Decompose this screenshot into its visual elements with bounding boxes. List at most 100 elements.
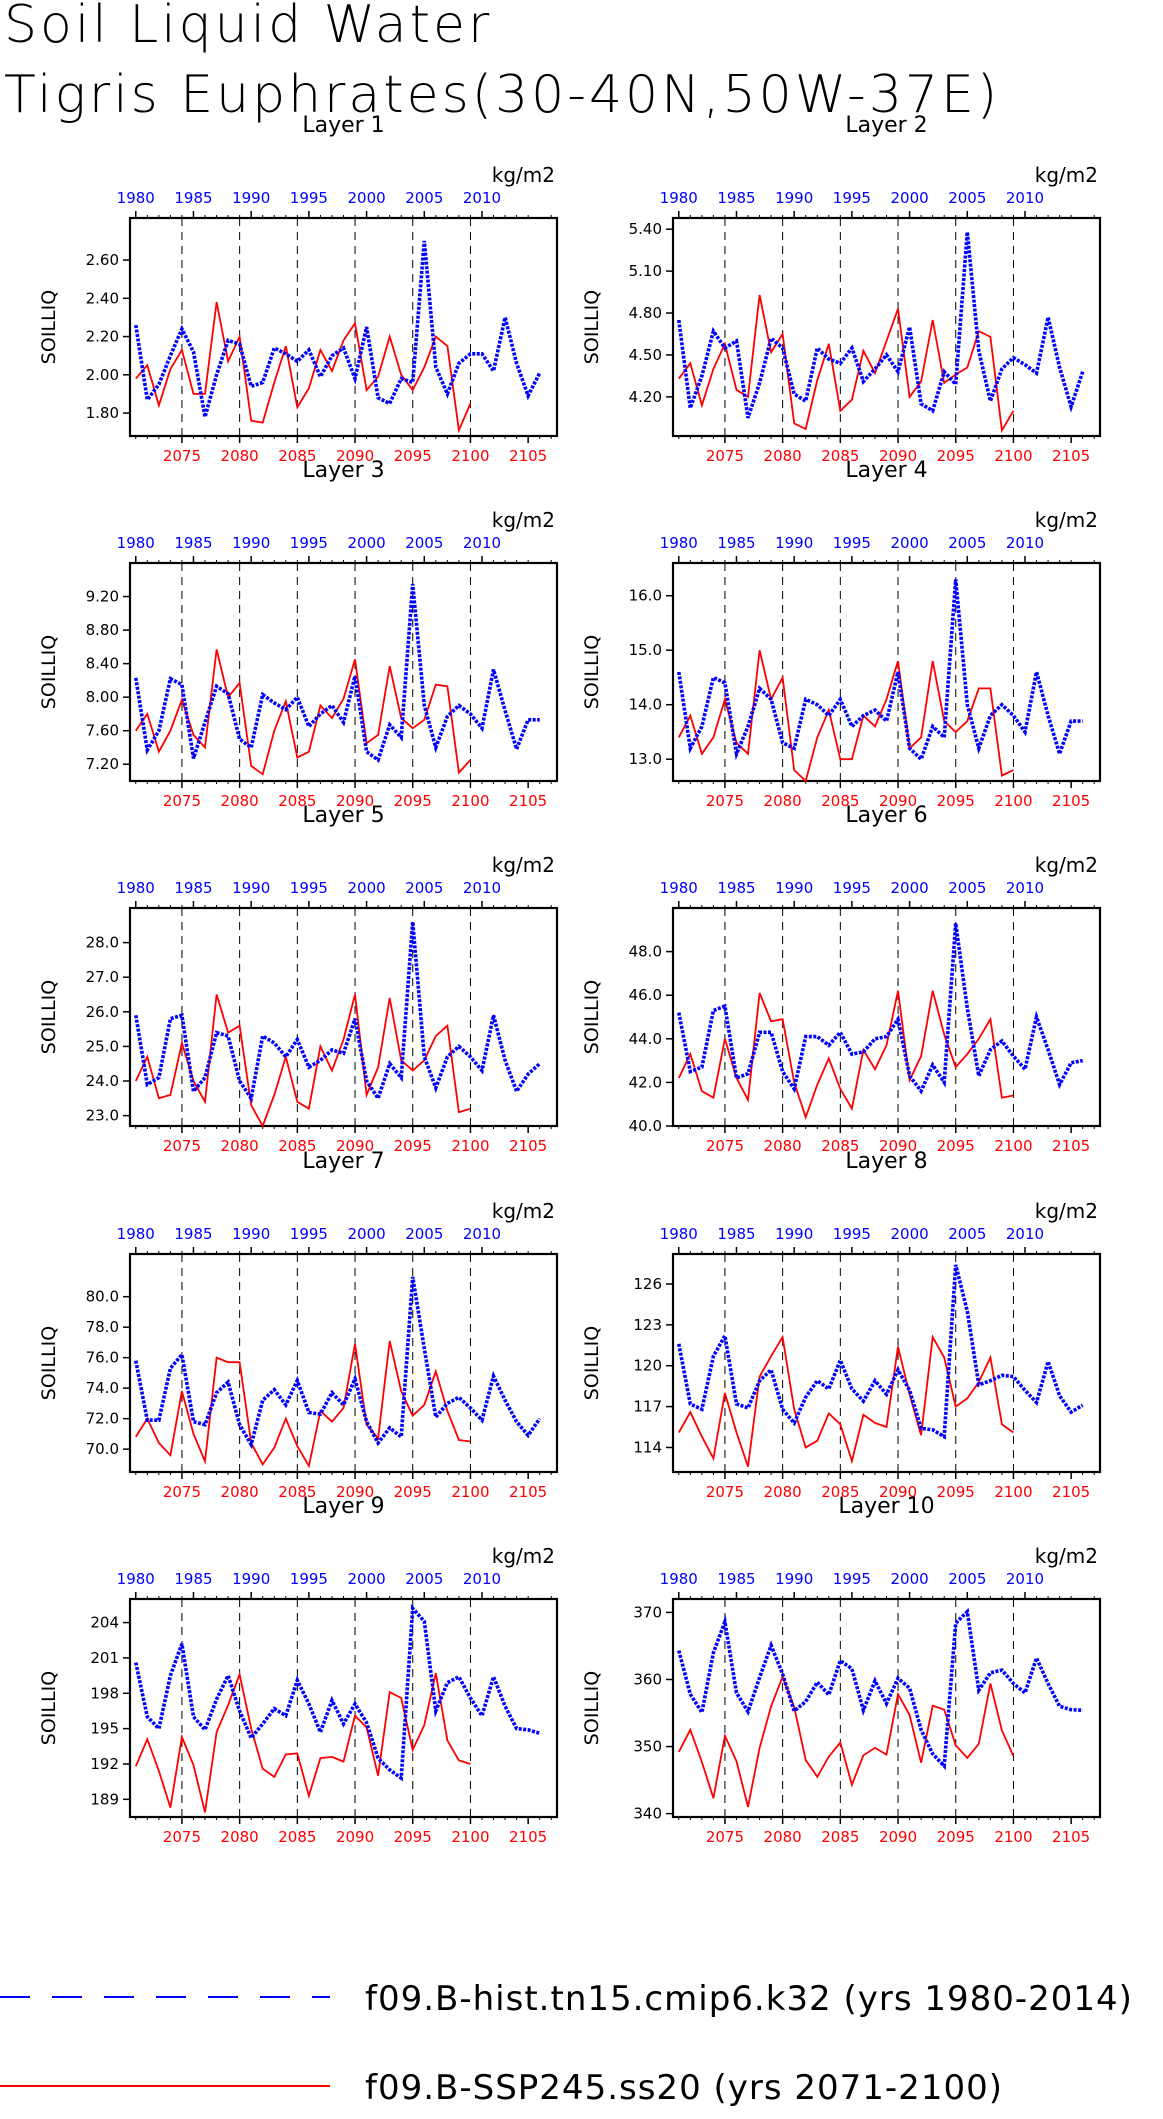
series-line-hist [677, 1607, 1083, 1771]
top-tick-label: 2005 [405, 1570, 443, 1588]
panel-title: Layer 6 [845, 803, 927, 828]
top-tick-label: 2010 [1006, 534, 1044, 552]
top-tick-label: 1985 [174, 534, 212, 552]
y-tick-label: 14.0 [629, 696, 662, 714]
panel-title: Layer 3 [302, 458, 384, 483]
top-tick-label: 1995 [833, 879, 871, 897]
top-tick-label: 1985 [174, 1225, 212, 1243]
panel-layer-5: Layer 5 kg/m2 SOILLIQ 1980 1985 1990 1995 2000 2… [38, 803, 559, 1155]
top-tick-label: 2010 [1006, 879, 1044, 897]
y-tick-label: 27.0 [86, 968, 119, 986]
bottom-tick-label: 2090 [879, 447, 917, 465]
top-tick-label: 2005 [948, 879, 986, 897]
top-tick-label: 1980 [660, 189, 698, 207]
y-tick-label: 201 [90, 1649, 119, 1667]
bottom-tick-label: 2080 [221, 1828, 259, 1846]
top-tick-label: 1990 [775, 879, 813, 897]
y-axis-label: SOILLIQ [581, 635, 603, 709]
y-tick-label: 28.0 [86, 934, 119, 952]
bottom-tick-label: 2095 [394, 1137, 432, 1155]
bottom-tick-label: 2075 [163, 1483, 201, 1501]
series-line-ssp245 [677, 990, 1014, 1121]
bottom-tick-label: 2080 [764, 447, 802, 465]
top-tick-label: 1995 [290, 1225, 328, 1243]
series-line-ssp245 [135, 649, 472, 776]
series-line-hist [677, 231, 1085, 419]
bottom-tick-label: 2095 [394, 1483, 432, 1501]
y-tick-label: 2.00 [86, 366, 119, 384]
y-tick-label: 370 [633, 1603, 662, 1621]
y-tick-label: 26.0 [86, 1003, 119, 1021]
y-tick-label: 2.60 [86, 251, 119, 269]
figure-title-line-1: Soil Liquid Water [4, 0, 492, 55]
top-tick-label: 1995 [833, 534, 871, 552]
y-tick-label: 360 [633, 1670, 662, 1688]
bottom-tick-label: 2075 [163, 1828, 201, 1846]
y-tick-label: 78.0 [86, 1318, 119, 1336]
top-tick-label: 2005 [405, 879, 443, 897]
top-tick-label: 2005 [948, 189, 986, 207]
top-tick-label: 1985 [717, 1570, 755, 1588]
legend-label-hist: f09.B-hist.tn15.cmip6.k32 (yrs 1980-2014… [365, 1979, 1133, 2019]
y-tick-label: 126 [633, 1275, 662, 1293]
bottom-tick-label: 2100 [451, 1137, 489, 1155]
plot-frame [128, 1252, 559, 1474]
bottom-tick-label: 2100 [451, 792, 489, 810]
plot-frame [671, 1597, 1102, 1819]
bottom-tick-label: 2085 [278, 792, 316, 810]
panel-layer-7: Layer 7 kg/m2 SOILLIQ 1980 1985 1990 1995 2000 2… [38, 1149, 559, 1501]
top-tick-label: 1985 [717, 1225, 755, 1243]
bottom-tick-label: 2075 [163, 792, 201, 810]
top-tick-label: 1985 [717, 534, 755, 552]
y-tick-label: 70.0 [86, 1440, 119, 1458]
top-tick-label: 2000 [347, 534, 385, 552]
y-tick-label: 7.60 [86, 722, 119, 740]
series-line-hist [134, 1276, 542, 1450]
series-line-ssp245 [134, 1671, 471, 1813]
top-tick-label: 2000 [347, 879, 385, 897]
bottom-tick-label: 2090 [879, 792, 917, 810]
top-tick-label: 1980 [117, 534, 155, 552]
panel-title: Layer 8 [845, 1149, 927, 1174]
top-tick-label: 1980 [660, 1570, 698, 1588]
series-line-ssp245 [135, 301, 472, 434]
top-tick-label: 1985 [717, 189, 755, 207]
y-tick-label: 42.0 [629, 1073, 662, 1091]
top-tick-label: 2010 [1006, 189, 1044, 207]
series-line-ssp245 [678, 294, 1015, 434]
top-tick-label: 2005 [948, 1225, 986, 1243]
units-label: kg/m2 [1035, 508, 1098, 532]
y-axis-label: SOILLIQ [38, 1326, 60, 1400]
bottom-tick-label: 2085 [821, 1828, 859, 1846]
top-tick-label: 2005 [405, 189, 443, 207]
bottom-tick-label: 2105 [1052, 1137, 1090, 1155]
y-axis-label: SOILLIQ [38, 290, 60, 364]
bottom-tick-label: 2095 [394, 447, 432, 465]
bottom-tick-label: 2100 [994, 792, 1032, 810]
top-tick-label: 2010 [463, 534, 501, 552]
y-axis-label: SOILLIQ [581, 980, 603, 1054]
top-tick-label: 1995 [290, 879, 328, 897]
bottom-tick-label: 2075 [706, 1828, 744, 1846]
top-tick-label: 1990 [775, 1570, 813, 1588]
bottom-tick-label: 2085 [821, 1483, 859, 1501]
y-tick-label: 40.0 [629, 1117, 662, 1135]
bottom-tick-label: 2090 [336, 1483, 374, 1501]
bottom-tick-label: 2105 [1052, 1828, 1090, 1846]
bottom-tick-label: 2085 [821, 792, 859, 810]
top-tick-label: 1990 [775, 534, 813, 552]
top-tick-label: 2010 [1006, 1570, 1044, 1588]
panel-layer-1: Layer 1 kg/m2 SOILLIQ 1980 1985 1990 1995 2000 2… [38, 113, 559, 465]
top-tick-label: 1990 [775, 1225, 813, 1243]
top-tick-label: 1985 [174, 1570, 212, 1588]
bottom-tick-label: 2080 [764, 1137, 802, 1155]
bottom-tick-label: 2090 [336, 447, 374, 465]
series-line-hist [677, 923, 1084, 1095]
y-axis-label: SOILLIQ [581, 1326, 603, 1400]
top-tick-label: 2005 [405, 1225, 443, 1243]
top-tick-label: 2005 [948, 534, 986, 552]
bottom-tick-label: 2100 [451, 447, 489, 465]
bottom-tick-label: 2105 [1052, 1483, 1090, 1501]
top-tick-label: 1995 [833, 1225, 871, 1243]
y-axis-label: SOILLIQ [581, 290, 603, 364]
